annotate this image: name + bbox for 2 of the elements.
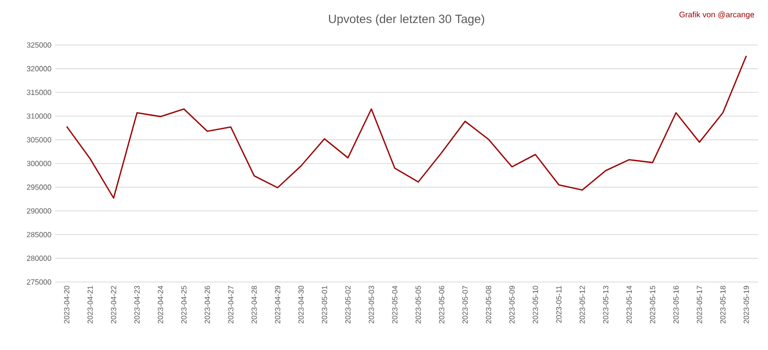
- line-series: [66, 55, 747, 199]
- chart-title: Upvotes (der letzten 30 Tage): [329, 14, 484, 26]
